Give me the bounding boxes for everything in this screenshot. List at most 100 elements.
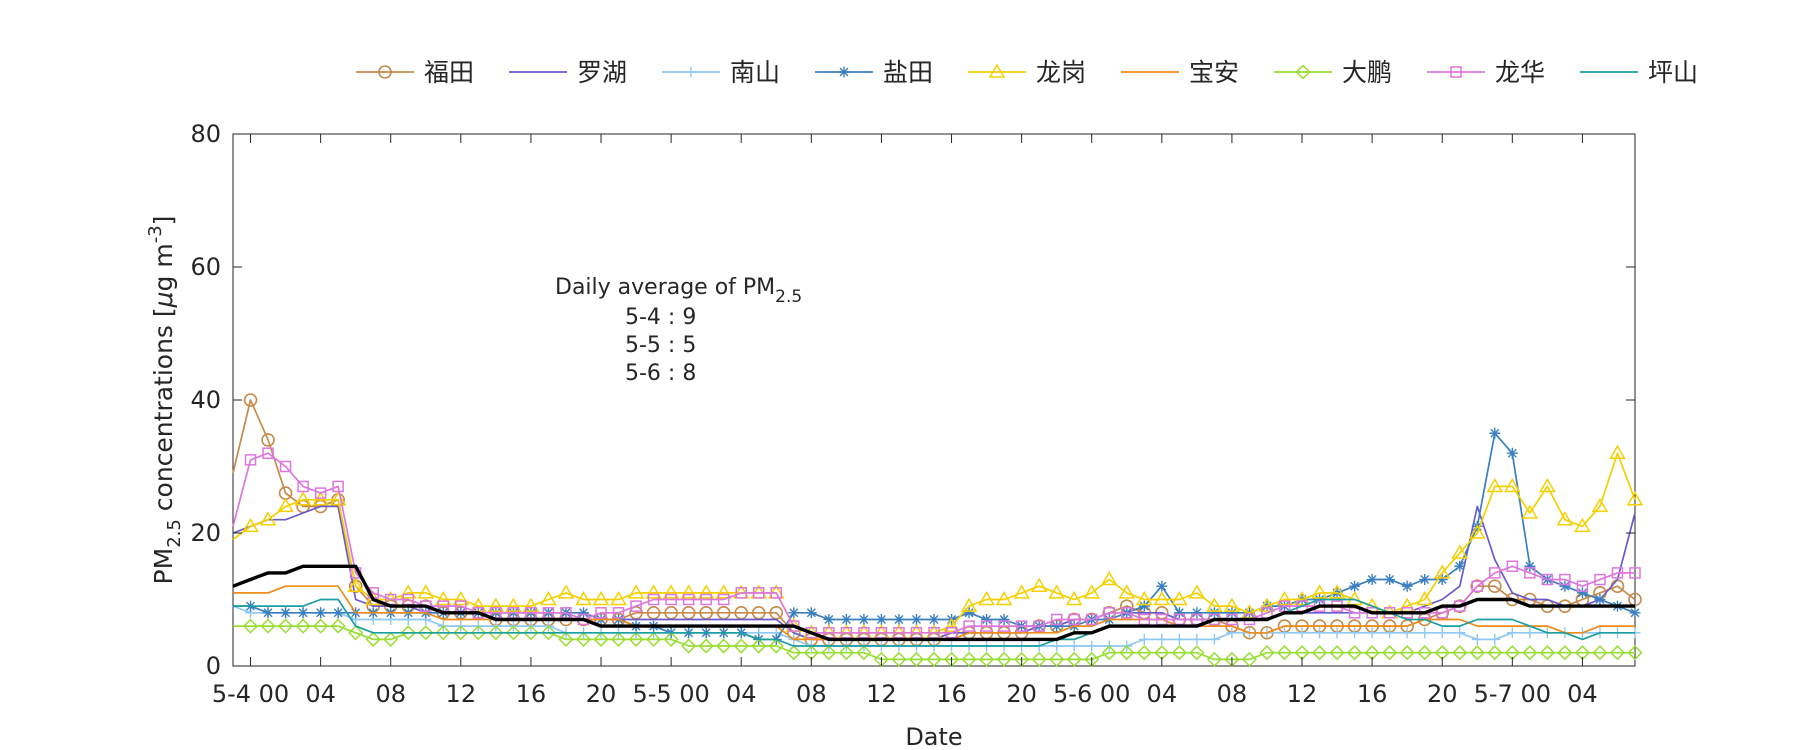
data-point: [1206, 597, 1223, 612]
data-point: [1226, 607, 1238, 619]
y-axis-label-part: concentrations [: [149, 307, 178, 519]
data-point: [279, 460, 292, 473]
data-point: [786, 645, 802, 661]
data-point: [1188, 584, 1206, 599]
data-point: [1048, 584, 1065, 599]
data-point: [1419, 627, 1431, 639]
x-tick-label: 5-5 00: [632, 680, 709, 708]
y-tick-label: 80: [190, 120, 221, 148]
data-point: [1471, 633, 1483, 645]
data-point: [646, 631, 662, 647]
x-tick-label: 16: [1357, 680, 1388, 708]
data-point: [1506, 447, 1518, 459]
legend-label: 宝安: [1189, 58, 1239, 87]
data-point: [630, 600, 642, 612]
data-point: [875, 613, 887, 625]
data-point: [1171, 645, 1187, 661]
data-point: [1559, 573, 1571, 586]
data-point: [610, 631, 627, 647]
data-point: [1524, 627, 1536, 639]
annotation-line: 5-5 : 5: [625, 333, 696, 358]
data-point: [1559, 580, 1571, 592]
data-point: [277, 497, 294, 513]
data-point: [434, 591, 452, 606]
data-point: [365, 631, 381, 647]
data-point: [928, 613, 940, 625]
data-point: [1031, 651, 1047, 667]
data-point: [1191, 607, 1203, 619]
data-point: [1241, 651, 1258, 667]
data-point: [260, 618, 276, 634]
data-point: [280, 607, 292, 619]
data-point: [697, 584, 715, 599]
data-point: [735, 587, 747, 599]
legend-item: 南山: [662, 58, 780, 87]
data-point: [1208, 633, 1220, 645]
legend-item: 盐田: [815, 58, 933, 87]
data-point: [1138, 633, 1150, 645]
data-point: [1541, 573, 1554, 586]
data-point: [1083, 584, 1101, 599]
data-point: [805, 627, 818, 639]
data-point: [1100, 571, 1118, 586]
data-point: [1226, 627, 1238, 639]
data-point: [680, 584, 697, 599]
data-point: [963, 620, 975, 632]
data-point: [1191, 633, 1203, 645]
data-point: [399, 584, 417, 599]
x-tick-label: 20: [1006, 680, 1037, 708]
series-layer: [232, 393, 1644, 667]
y-axis-label-part: PM: [149, 548, 178, 585]
data-point: [838, 645, 854, 661]
x-tick-label: 12: [866, 680, 897, 708]
data-point: [332, 607, 344, 619]
series-line: [232, 564, 1635, 642]
data-point: [1594, 573, 1606, 586]
legend-label: 龙华: [1495, 58, 1545, 87]
data-point: [1171, 591, 1188, 606]
data-point: [1609, 645, 1626, 661]
data-point: [1436, 574, 1448, 586]
data-point: [1487, 645, 1503, 661]
data-point: [1611, 567, 1624, 579]
data-point: [297, 607, 309, 619]
data-point: [1433, 564, 1451, 579]
data-point: [628, 631, 644, 647]
data-point: [453, 625, 469, 641]
data-point: [1486, 477, 1504, 493]
annotation-title: Daily average of PM2.5: [555, 275, 802, 307]
axes-layer: 0 20 40 60 80 5-4 00 04 08 12 16 20 5-5 00 04 08 12 16 2…: [145, 120, 1635, 750]
y-axis-label: PM2.5 concentrations [μg m-3]: [145, 216, 185, 585]
data-point: [1470, 579, 1485, 594]
data-point: [998, 620, 1010, 632]
data-point: [1311, 645, 1328, 661]
legend-marker: [838, 66, 850, 78]
data-point: [1416, 591, 1434, 606]
data-point: [261, 433, 275, 447]
data-point: [1086, 640, 1098, 652]
y-tick-label: 0: [206, 652, 221, 680]
data-point: [1609, 444, 1626, 459]
data-point: [1121, 607, 1133, 619]
data-point: [262, 607, 274, 619]
legend-item: 罗湖: [509, 58, 627, 87]
data-point: [523, 625, 539, 641]
data-point: [1293, 591, 1311, 606]
legend-label: 大鹏: [1342, 58, 1392, 87]
data-point: [1576, 580, 1589, 592]
data-point: [1382, 645, 1398, 661]
data-point: [314, 487, 327, 499]
data-point: [1488, 579, 1502, 594]
data-point: [1259, 645, 1275, 661]
data-point: [1276, 591, 1293, 606]
data-point: [575, 631, 592, 647]
data-point: [329, 491, 347, 506]
data-point: [347, 577, 364, 592]
data-point: [294, 491, 312, 506]
legend-label: 南山: [730, 58, 780, 87]
data-point: [558, 631, 574, 647]
data-point: [1051, 620, 1063, 632]
data-point: [540, 591, 557, 606]
data-point: [998, 613, 1010, 625]
